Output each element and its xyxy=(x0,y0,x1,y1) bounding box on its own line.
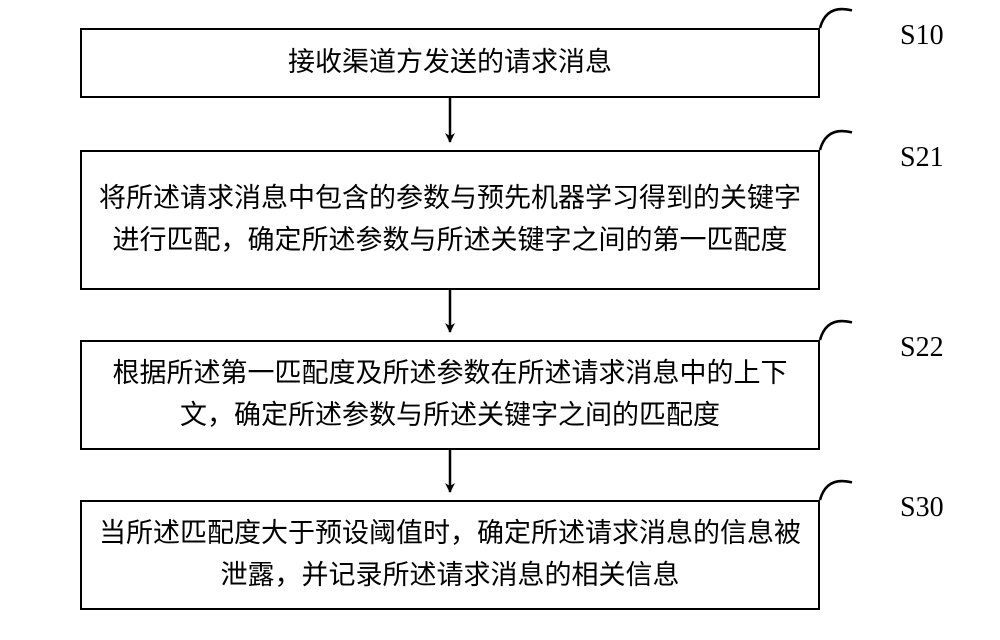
flow-label-s30: S30 xyxy=(900,492,944,524)
flow-label-s10: S10 xyxy=(900,20,944,52)
flow-node-text: 将所述请求消息中包含的参数与预先机器学习得到的关键字进行匹配，确定所述参数与所述… xyxy=(96,178,804,262)
flow-node-s30: 当所述匹配度大于预设阈值时，确定所述请求消息的信息被泄露，并记录所述请求消息的相… xyxy=(80,500,820,610)
flow-node-text: 当所述匹配度大于预设阈值时，确定所述请求消息的信息被泄露，并记录所述请求消息的相… xyxy=(96,513,804,597)
flow-node-s22: 根据所述第一匹配度及所述参数在所述请求消息中的上下文，确定所述参数与所述关键字之… xyxy=(80,340,820,450)
flow-node-s10: 接收渠道方发送的请求消息 xyxy=(80,28,820,98)
flow-label-s21: S21 xyxy=(900,142,944,174)
flow-label-s22: S22 xyxy=(900,332,944,364)
flow-node-text: 根据所述第一匹配度及所述参数在所述请求消息中的上下文，确定所述参数与所述关键字之… xyxy=(96,353,804,437)
flowchart-canvas: 接收渠道方发送的请求消息 S10 将所述请求消息中包含的参数与预先机器学习得到的… xyxy=(0,0,1000,640)
flow-node-text: 接收渠道方发送的请求消息 xyxy=(288,42,612,84)
flow-node-s21: 将所述请求消息中包含的参数与预先机器学习得到的关键字进行匹配，确定所述参数与所述… xyxy=(80,150,820,290)
